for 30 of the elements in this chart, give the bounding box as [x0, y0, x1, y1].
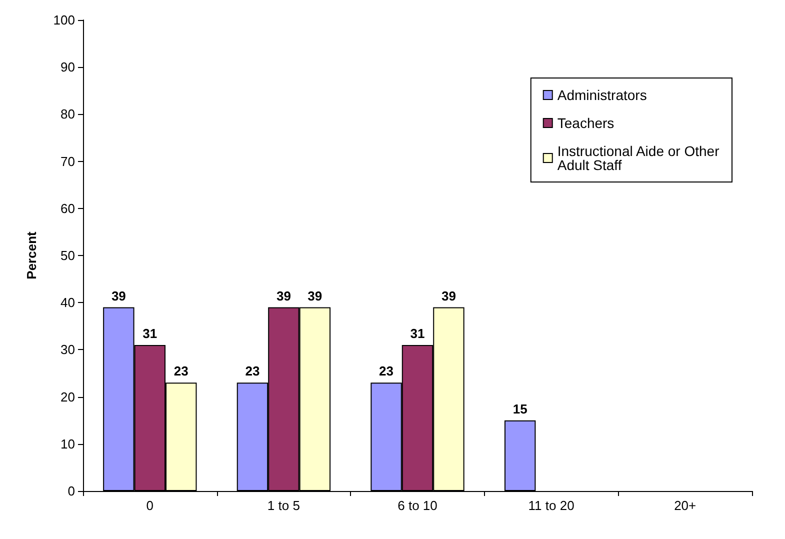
- y-tick-label: 30: [60, 342, 75, 358]
- data-label: 15: [512, 401, 528, 416]
- x-tick-label: 11 to 20: [528, 498, 574, 513]
- y-tick-label: 50: [60, 248, 75, 263]
- y-tick-label: 70: [60, 154, 75, 169]
- y-axis-title: Percent: [24, 230, 39, 280]
- data-label: 39: [308, 288, 322, 304]
- legend-label: Administrators: [557, 87, 647, 103]
- y-tick-label: 100: [53, 12, 75, 28]
- data-label: 31: [410, 326, 425, 341]
- legend-label: Teachers: [557, 115, 614, 131]
- y-tick-label: 80: [60, 106, 75, 122]
- x-tick-label: 20+: [674, 498, 696, 513]
- data-label: 23: [174, 364, 188, 379]
- y-tick-label: 20: [60, 389, 75, 404]
- data-label: 23: [245, 364, 260, 379]
- x-tick-label: 0: [146, 498, 154, 513]
- data-label: 39: [276, 288, 291, 304]
- data-label: 31: [142, 326, 158, 341]
- x-tick-label: 1 to 5: [267, 498, 300, 513]
- data-label: 23: [379, 364, 394, 379]
- y-tick-label: 90: [60, 60, 75, 75]
- y-tick-label: 40: [60, 295, 75, 310]
- data-label: 39: [111, 288, 126, 304]
- legend-label: Instructional Aide or Other Adult Staff: [557, 143, 720, 173]
- data-label: 39: [441, 288, 456, 304]
- x-tick-label: 6 to 10: [398, 498, 438, 513]
- y-tick-label: 10: [60, 436, 75, 452]
- y-tick-label: 0: [68, 484, 75, 498]
- y-tick-label: 60: [60, 200, 75, 216]
